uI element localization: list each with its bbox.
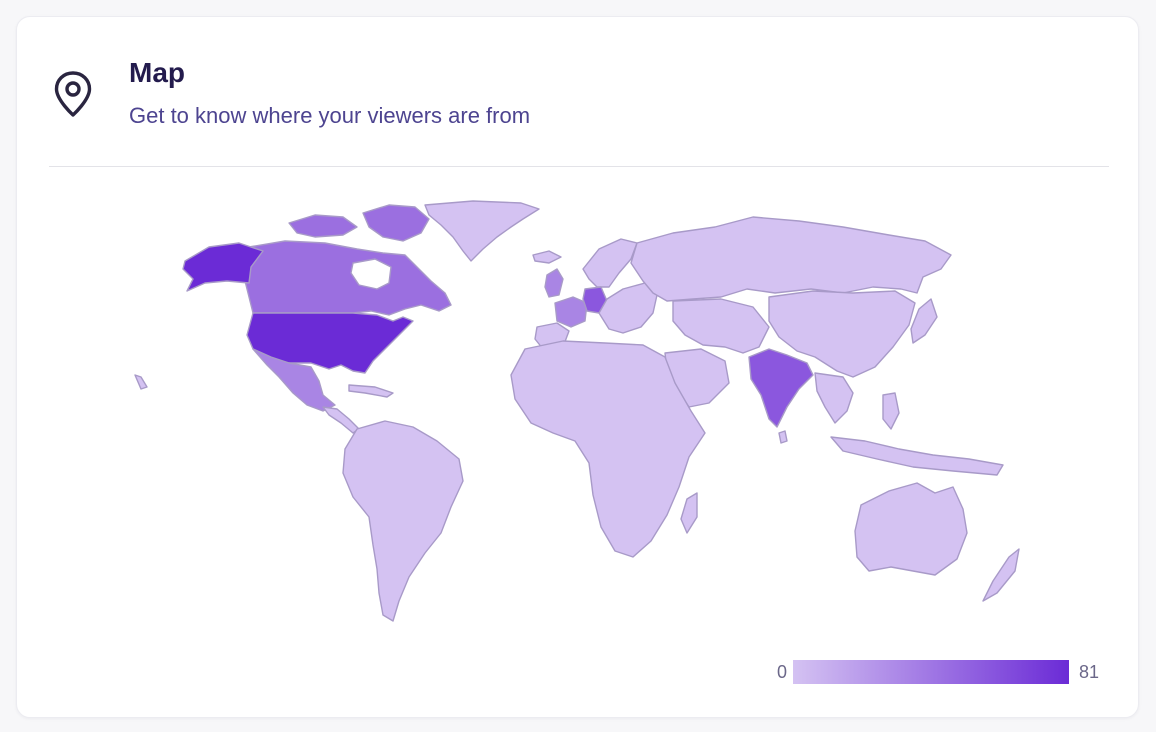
- country-madagascar[interactable]: [680, 492, 698, 534]
- region-central-america[interactable]: [322, 406, 360, 434]
- region-south-america[interactable]: [342, 420, 464, 622]
- country-united-states-alaska[interactable]: [182, 242, 264, 292]
- card-subtitle: Get to know where your viewers are from: [129, 103, 531, 128]
- country-sri-lanka[interactable]: [778, 430, 788, 444]
- legend-max-label: 81: [1079, 662, 1100, 682]
- country-philippines[interactable]: [882, 392, 900, 430]
- header-divider: [49, 166, 1109, 167]
- legend-gradient-bar: [793, 660, 1069, 684]
- country-united-kingdom[interactable]: [544, 268, 564, 298]
- country-mexico[interactable]: [252, 348, 336, 412]
- country-canada[interactable]: [242, 240, 452, 316]
- hawaii-islands[interactable]: [134, 374, 148, 390]
- map-card: Map Get to know where your viewers are f…: [16, 16, 1139, 718]
- region-southeast-asia[interactable]: [814, 372, 854, 424]
- country-india[interactable]: [748, 348, 814, 428]
- country-russia[interactable]: [630, 216, 952, 302]
- country-iceland[interactable]: [532, 250, 562, 264]
- country-new-zealand[interactable]: [982, 548, 1020, 602]
- country-japan[interactable]: [910, 298, 938, 344]
- country-australia[interactable]: [854, 482, 968, 576]
- card-title: Map: [129, 57, 185, 88]
- world-map-svg: [134, 200, 1020, 622]
- region-central-asia[interactable]: [672, 298, 770, 354]
- color-scale-legend: 0 81: [757, 659, 1117, 685]
- country-canada-arctic-islands[interactable]: [288, 214, 358, 238]
- hudson-bay: [350, 258, 392, 290]
- region-europe[interactable]: [598, 282, 658, 334]
- region-scandinavia[interactable]: [582, 238, 638, 288]
- country-france[interactable]: [554, 296, 588, 328]
- country-canada-arctic-islands-2[interactable]: [362, 204, 430, 242]
- region-caribbean[interactable]: [348, 384, 394, 398]
- world-map: [53, 197, 1073, 637]
- region-east-asia[interactable]: [768, 290, 916, 378]
- region-africa[interactable]: [510, 340, 706, 558]
- legend-min-label: 0: [776, 662, 787, 682]
- country-greenland[interactable]: [424, 200, 540, 262]
- region-indonesia[interactable]: [830, 436, 1004, 476]
- map-pin-icon: [54, 71, 92, 117]
